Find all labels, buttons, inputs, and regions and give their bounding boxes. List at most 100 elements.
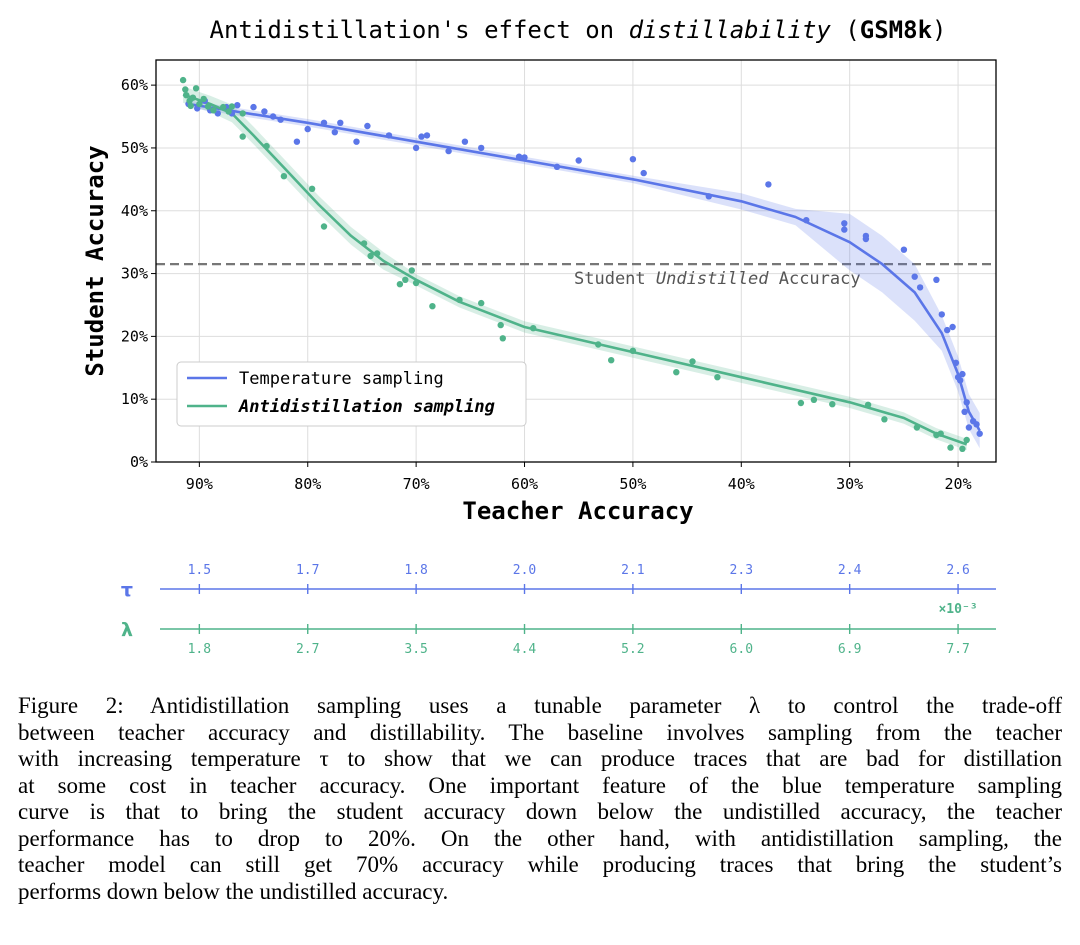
antidistillation-point — [429, 303, 436, 310]
temperature-point — [933, 276, 940, 283]
caption-line: performance has to drop to 20%. On the o… — [18, 825, 1062, 851]
antidistillation-point — [220, 103, 227, 111]
lambda-symbol: λ — [121, 619, 133, 641]
y-tick-label: 10% — [121, 390, 148, 408]
antidistillation-point — [179, 76, 187, 84]
antidistillation-point — [797, 399, 805, 407]
temperature-point — [705, 193, 712, 200]
antidistillation-point — [204, 103, 212, 110]
caption-line: curve is that to bring the student accur… — [18, 799, 1062, 824]
temperature-point — [445, 147, 452, 155]
temperature-point — [385, 132, 393, 139]
antidistillation-point — [913, 424, 921, 431]
y-axis-label: Student Accuracy — [81, 145, 109, 376]
caption-line: Figure 2: Antidistillation sampling uses… — [18, 693, 1062, 718]
lambda-multiplier: ×10⁻³ — [938, 602, 977, 617]
antidistillation-point — [629, 347, 637, 354]
temperature-point — [944, 326, 951, 334]
antidistillation-point — [595, 341, 602, 348]
antidistillation-point — [396, 281, 404, 288]
reference-line-group: Student Undistilled Accuracy — [156, 263, 996, 289]
temperature-point — [949, 323, 956, 331]
antidistillation-point — [263, 142, 270, 150]
antidistillation-point — [689, 358, 696, 365]
y-tick-label: 40% — [121, 202, 148, 220]
temperature-point — [952, 359, 960, 366]
antidistillation-point — [810, 396, 818, 403]
x-tick-label: 70% — [403, 475, 430, 493]
temperature-point — [418, 133, 425, 140]
temperature-point — [765, 181, 772, 188]
antidistillation-point — [189, 94, 197, 101]
antidistillation-point — [183, 92, 190, 99]
tau-symbol: τ — [121, 579, 133, 601]
temperature-point — [261, 108, 268, 115]
grid — [156, 60, 996, 463]
antidistillation-point — [402, 276, 409, 283]
lambda-axis: λ 1.8 2.7 3.5 4.4 5.2 6.0 6.9 7.7 ×10⁻³ — [121, 602, 996, 657]
plot-frame — [155, 59, 997, 463]
parameter-tick-label: 5.2 — [621, 642, 644, 657]
temperature-point — [841, 226, 848, 233]
temperature-point — [331, 129, 338, 136]
temperature-point — [234, 102, 241, 109]
temperature-point — [911, 273, 918, 280]
antidistillation-point — [360, 240, 368, 247]
parameter-tick-label: 3.5 — [404, 642, 427, 657]
temperature-point — [965, 424, 973, 431]
temperature-point — [412, 144, 420, 152]
temperature-point — [957, 377, 964, 384]
parameter-tick-label: 6.9 — [838, 642, 861, 657]
antidistillation-point — [373, 250, 381, 257]
x-ticks: 90% 80% 70% 60% 50% 40% 30% 20% — [186, 462, 972, 493]
parameter-axes: τ 1.5 1.7 1.8 2.0 2.1 2.3 2.4 2.6 λ 1.8 2.7 3.5 4.4 5.… — [121, 563, 996, 657]
x-tick-label: 50% — [619, 475, 646, 493]
y-tick-label: 60% — [121, 76, 148, 94]
antidistillation-point — [829, 401, 836, 408]
antidistillation-point — [239, 110, 246, 117]
parameter-tick-label: 2.0 — [513, 563, 536, 578]
parameter-tick-label: 2.3 — [730, 563, 753, 578]
parameter-tick-label: 2.4 — [838, 563, 862, 578]
antidistillation-point — [192, 85, 200, 92]
temperature-point — [320, 119, 328, 127]
antidistillation-point — [308, 185, 316, 192]
x-axis-label: Teacher Accuracy — [462, 497, 693, 525]
temperature-point — [277, 116, 284, 123]
reference-line-label: Student Undistilled Accuracy — [574, 269, 861, 289]
parameter-tick-label: 1.8 — [188, 642, 211, 657]
temperature-point — [900, 246, 908, 253]
parameter-tick-label: 4.4 — [513, 642, 537, 657]
antidistillation-point — [608, 357, 615, 364]
antidistillation-point — [320, 223, 328, 230]
temperature-point — [973, 421, 980, 428]
parameter-tick-label: 2.6 — [946, 563, 969, 578]
antidistillation-point — [280, 173, 288, 180]
temperature-point — [423, 132, 431, 139]
parameter-tick-label: 2.7 — [296, 642, 319, 657]
antidistillation-point — [228, 103, 236, 110]
parameter-tick-label: 7.7 — [946, 642, 969, 657]
x-tick-label: 90% — [186, 475, 213, 493]
parameter-tick-label: 2.1 — [621, 563, 644, 578]
legend-label-temperature: Temperature sampling — [239, 369, 444, 389]
antidistillation-point — [881, 416, 888, 423]
antidistillation-point — [367, 252, 374, 260]
antidistillation-point — [937, 430, 944, 437]
temperature-point — [961, 408, 968, 415]
x-tick-label: 40% — [728, 475, 755, 493]
antidistillation-point — [947, 444, 954, 451]
caption-line: with increasing temperature τ to show th… — [18, 746, 1062, 771]
temperature-point — [461, 138, 469, 145]
antidistillation-point — [210, 107, 217, 114]
chart-title: Antidistillation's effect on distillabil… — [210, 16, 947, 44]
caption-line: performs down below the undistilled accu… — [18, 878, 449, 904]
temperature-point — [841, 220, 848, 227]
antidistillation-point — [225, 108, 232, 115]
y-tick-label: 30% — [121, 265, 148, 283]
temperature-point — [976, 430, 983, 437]
trend-line — [188, 102, 981, 432]
temperature-point — [963, 399, 970, 406]
temperature-point — [575, 157, 582, 164]
caption-line: at some cost in teacher accuracy. One im… — [18, 772, 1062, 798]
